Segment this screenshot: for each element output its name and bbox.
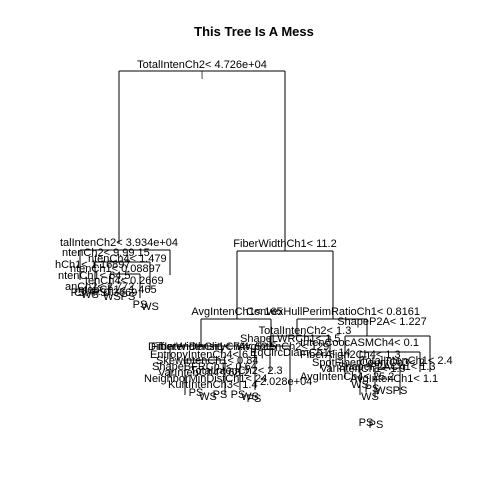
left-cluster-label-4: ntenCh1< 64.5 xyxy=(58,270,130,282)
left-cluster-lines xyxy=(79,249,171,298)
rr-cluster-label-8: ShapeP2ACh1< 1.3 xyxy=(338,361,436,373)
left-leaf-label-3: WS xyxy=(103,291,121,303)
left-leaf-label-4: PS xyxy=(121,291,136,303)
tree-edges xyxy=(79,70,431,398)
left-cluster-label-5: tenCh4< 0.2669 xyxy=(85,275,164,287)
rl-cluster-label-0: DiffIntenDensityCh4< 52.5 xyxy=(148,341,277,353)
rr-cluster-label-1: AvgIntenCh2< 129 xyxy=(238,341,329,353)
rl-cluster-label-5: NeighborMinDistCh1< 24 xyxy=(144,373,267,385)
rr-leaf-label-2: WS xyxy=(375,385,393,397)
rl-leaf-label-0: PS xyxy=(189,387,204,399)
rr-split-label: ConvexHullPerimRatioCh1< 0.8161 xyxy=(246,306,420,318)
left-leaf-label-0: PS xyxy=(71,287,86,299)
rr-right-split-label: ShapeP2A< 1.227 xyxy=(337,316,427,328)
root-split-marker: | xyxy=(201,69,203,79)
rr-cluster-label-7: AvgIntenCh4< 25.2 xyxy=(300,371,394,383)
rl-cluster-label-3: ShapeBFRCh1< 0.64 xyxy=(152,361,257,373)
rr-cluster-label-6: VarIntenCh1< 1.9 xyxy=(320,363,406,375)
rl-cluster-label-7: TotalIntenCh2< 2.3 xyxy=(190,365,283,377)
rr-cluster-label-5: SpotFiberCountCh3< 2 xyxy=(312,357,425,369)
rr-cluster-label-10: AvgIntenCh1< 1.1 xyxy=(350,373,438,385)
rl-cluster-lines xyxy=(169,345,291,395)
rr-cluster-label-4: FiberAlign2Ch4< 1.3 xyxy=(300,349,401,361)
rr-cluster-label-9: TotalIntenCh1< 2.4 xyxy=(360,355,453,367)
left-leaf-label-5: PS xyxy=(133,299,148,311)
plot-title: This Tree Is A Mess xyxy=(194,24,314,39)
rl-split-label: AvgIntenCh1< 165 xyxy=(191,306,282,318)
rl-cluster-label-1: EntropyIntenCh4< 6.1 xyxy=(150,349,257,361)
left-cluster-label-6: anCh2< 2.772 xyxy=(65,281,134,293)
rl-leaf-label-4: WS xyxy=(241,391,259,403)
left-cluster-label-8: Ch4< 0.3669 xyxy=(74,287,137,299)
left-leaf-label-6: WS xyxy=(141,301,159,313)
rl-cluster-label-4: VarIntenCh4< 68.2 xyxy=(158,367,250,379)
rl-leaf-label-2: PS xyxy=(213,389,228,401)
rr-cluster-label-0: ShapeLWRCh1< 1.5 xyxy=(240,333,340,345)
rl-cluster-labels: DiffIntenDensityCh4< 52.5EntropyIntenCh4… xyxy=(144,341,283,391)
rr-leaf-label-0: WS xyxy=(351,379,369,391)
left-cluster-label-3: ntenCh1< 0.08897 xyxy=(70,263,161,275)
rl-leaf-label-5: PS xyxy=(247,393,262,405)
rl-cluster-label-6: KurtIntenCh3< 1.4 xyxy=(168,379,258,391)
left-cluster-label-0: ntenCh2< 9.99.15 xyxy=(62,247,150,259)
rl-leaf-label-1: WS xyxy=(199,391,217,403)
rr-cluster-lines xyxy=(269,335,431,398)
left-cluster-label-2: hCh1< 1.16897 xyxy=(55,259,131,271)
root-split-label: TotalIntenCh2< 4.726e+04 xyxy=(137,59,267,71)
rl-right-split-label: 2.028e+04 xyxy=(260,376,312,388)
rr-leaf-label-5: PS xyxy=(359,417,374,429)
rl-left-split-label: FiberWidthCh1< 7.4 xyxy=(151,341,249,353)
rr-cluster-label-2: EqCircDiamCh1< 14 xyxy=(250,347,351,359)
rr-leaf-label-6: PS xyxy=(369,419,384,431)
rl-leaf-label-3: PS xyxy=(231,389,246,401)
rr-cluster-label-3: IntenCoocASMCh4< 0.1 xyxy=(300,337,419,349)
left-leaf-label-2: PS xyxy=(93,287,108,299)
rr-leaf-label-3: PS xyxy=(393,385,408,397)
left-cluster-label-7: ntenCh1< 1.465 xyxy=(78,284,157,296)
left-split-label: talIntenCh2< 3.934e+04 xyxy=(60,237,178,249)
rl-cluster-label-2: SkewIntenCh1< 0.84 xyxy=(156,355,258,367)
left-leaf-label-1: WS xyxy=(81,289,99,301)
left-cluster-label-1: ntenCh4< 1.479 xyxy=(88,253,167,265)
right-split-label: FiberWidthCh1< 11.2 xyxy=(233,238,336,250)
rr-leaf-label-4: WS xyxy=(361,391,379,403)
rr-leaf-label-1: PS xyxy=(365,383,380,395)
rr-left-split-label: TotalIntenCh2< 1.3 xyxy=(259,325,352,337)
